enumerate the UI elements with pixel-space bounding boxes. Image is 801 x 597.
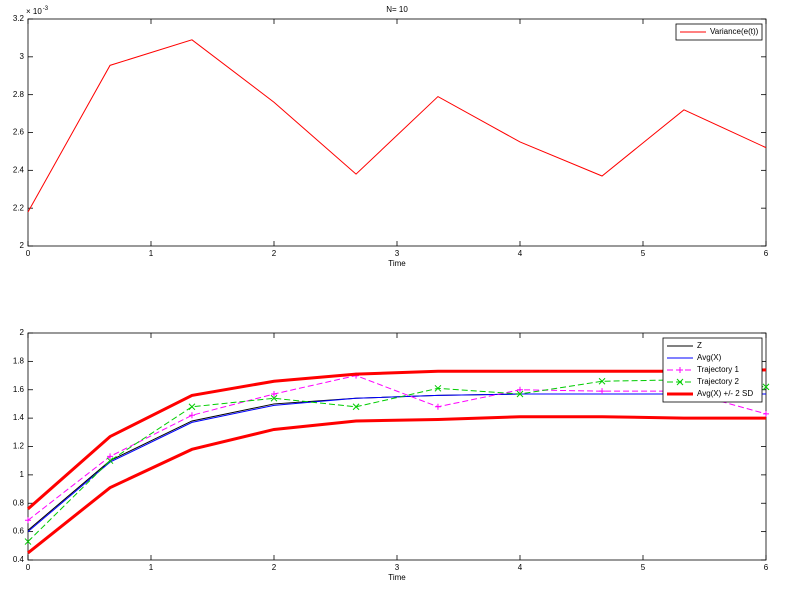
x-tick-label: 4: [518, 249, 523, 258]
x-axis-label: Time: [388, 259, 406, 268]
marker: [188, 403, 196, 411]
series-line: [27, 375, 767, 521]
marker: [270, 394, 278, 402]
y-tick-label: 2.6: [13, 128, 25, 137]
series-line: [27, 39, 767, 213]
y-tick-label: 1: [20, 470, 25, 479]
x-tick-label: 5: [641, 563, 646, 572]
y-tick-label: 0.4: [13, 555, 25, 564]
axes-box: [27, 18, 767, 247]
scale-exponent: -3: [43, 6, 49, 12]
x-tick-label: 0: [26, 249, 31, 258]
marker: [106, 457, 114, 465]
marker: [599, 388, 606, 395]
y-tick-label: 3: [20, 52, 25, 61]
legend-label: Variance(e(t)): [710, 27, 759, 36]
legend-label: Z: [697, 341, 702, 350]
x-tick-label: 1: [149, 249, 154, 258]
marker: [188, 412, 195, 419]
marker: [25, 517, 31, 524]
legend-label: Trajectory 1: [697, 365, 739, 374]
series-line: [27, 393, 766, 533]
marker: [762, 383, 770, 391]
marker: [763, 410, 769, 417]
y-tick-label: 3.2: [13, 14, 25, 23]
x-tick-label: 6: [764, 249, 769, 258]
marker: [434, 384, 442, 392]
marker: [598, 377, 606, 385]
marker: [107, 453, 114, 460]
y-tick-label: 1.6: [13, 385, 25, 394]
x-tick-label: 2: [272, 249, 277, 258]
marker: [516, 390, 524, 398]
x-axis-label: Time: [388, 573, 406, 582]
y-scale-label: × 10-3: [26, 6, 49, 17]
series-line: [27, 415, 766, 555]
scale-base: × 10: [26, 7, 42, 16]
legend-label: Trajectory 2: [697, 377, 739, 386]
marker: [434, 403, 441, 410]
series-line: [27, 368, 767, 511]
x-tick-label: 3: [395, 249, 400, 258]
x-tick-label: 1: [149, 563, 154, 572]
y-tick-label: 0.8: [13, 498, 25, 507]
y-tick-label: 1.2: [13, 442, 25, 451]
legend-marker: [676, 378, 684, 386]
y-tick-label: 2: [20, 241, 25, 250]
y-tick-label: 0.6: [13, 527, 25, 536]
y-tick-label: 2.8: [13, 90, 25, 99]
x-tick-label: 6: [764, 563, 769, 572]
legend-marker: [677, 367, 683, 373]
marker: [517, 386, 523, 393]
legend-box: [675, 23, 763, 41]
x-tick-label: 2: [272, 563, 277, 572]
marker: [271, 391, 277, 398]
y-tick-label: 2.4: [13, 165, 25, 174]
series-line: [27, 379, 767, 542]
x-tick-label: 4: [518, 563, 523, 572]
y-tick-label: 1.8: [13, 356, 25, 365]
chart-title: N= 10: [386, 5, 408, 14]
marker: [24, 538, 32, 545]
x-tick-label: 0: [26, 563, 31, 572]
y-tick-label: 2.2: [13, 203, 25, 212]
x-tick-label: 5: [641, 249, 646, 258]
y-tick-label: 2: [20, 328, 25, 337]
marker: [352, 403, 360, 411]
y-tick-label: 1.4: [13, 413, 25, 422]
legend-label: Avg(X): [697, 353, 722, 362]
legend-label: Avg(X) +/- 2 SD: [697, 389, 753, 398]
x-tick-label: 3: [395, 563, 400, 572]
